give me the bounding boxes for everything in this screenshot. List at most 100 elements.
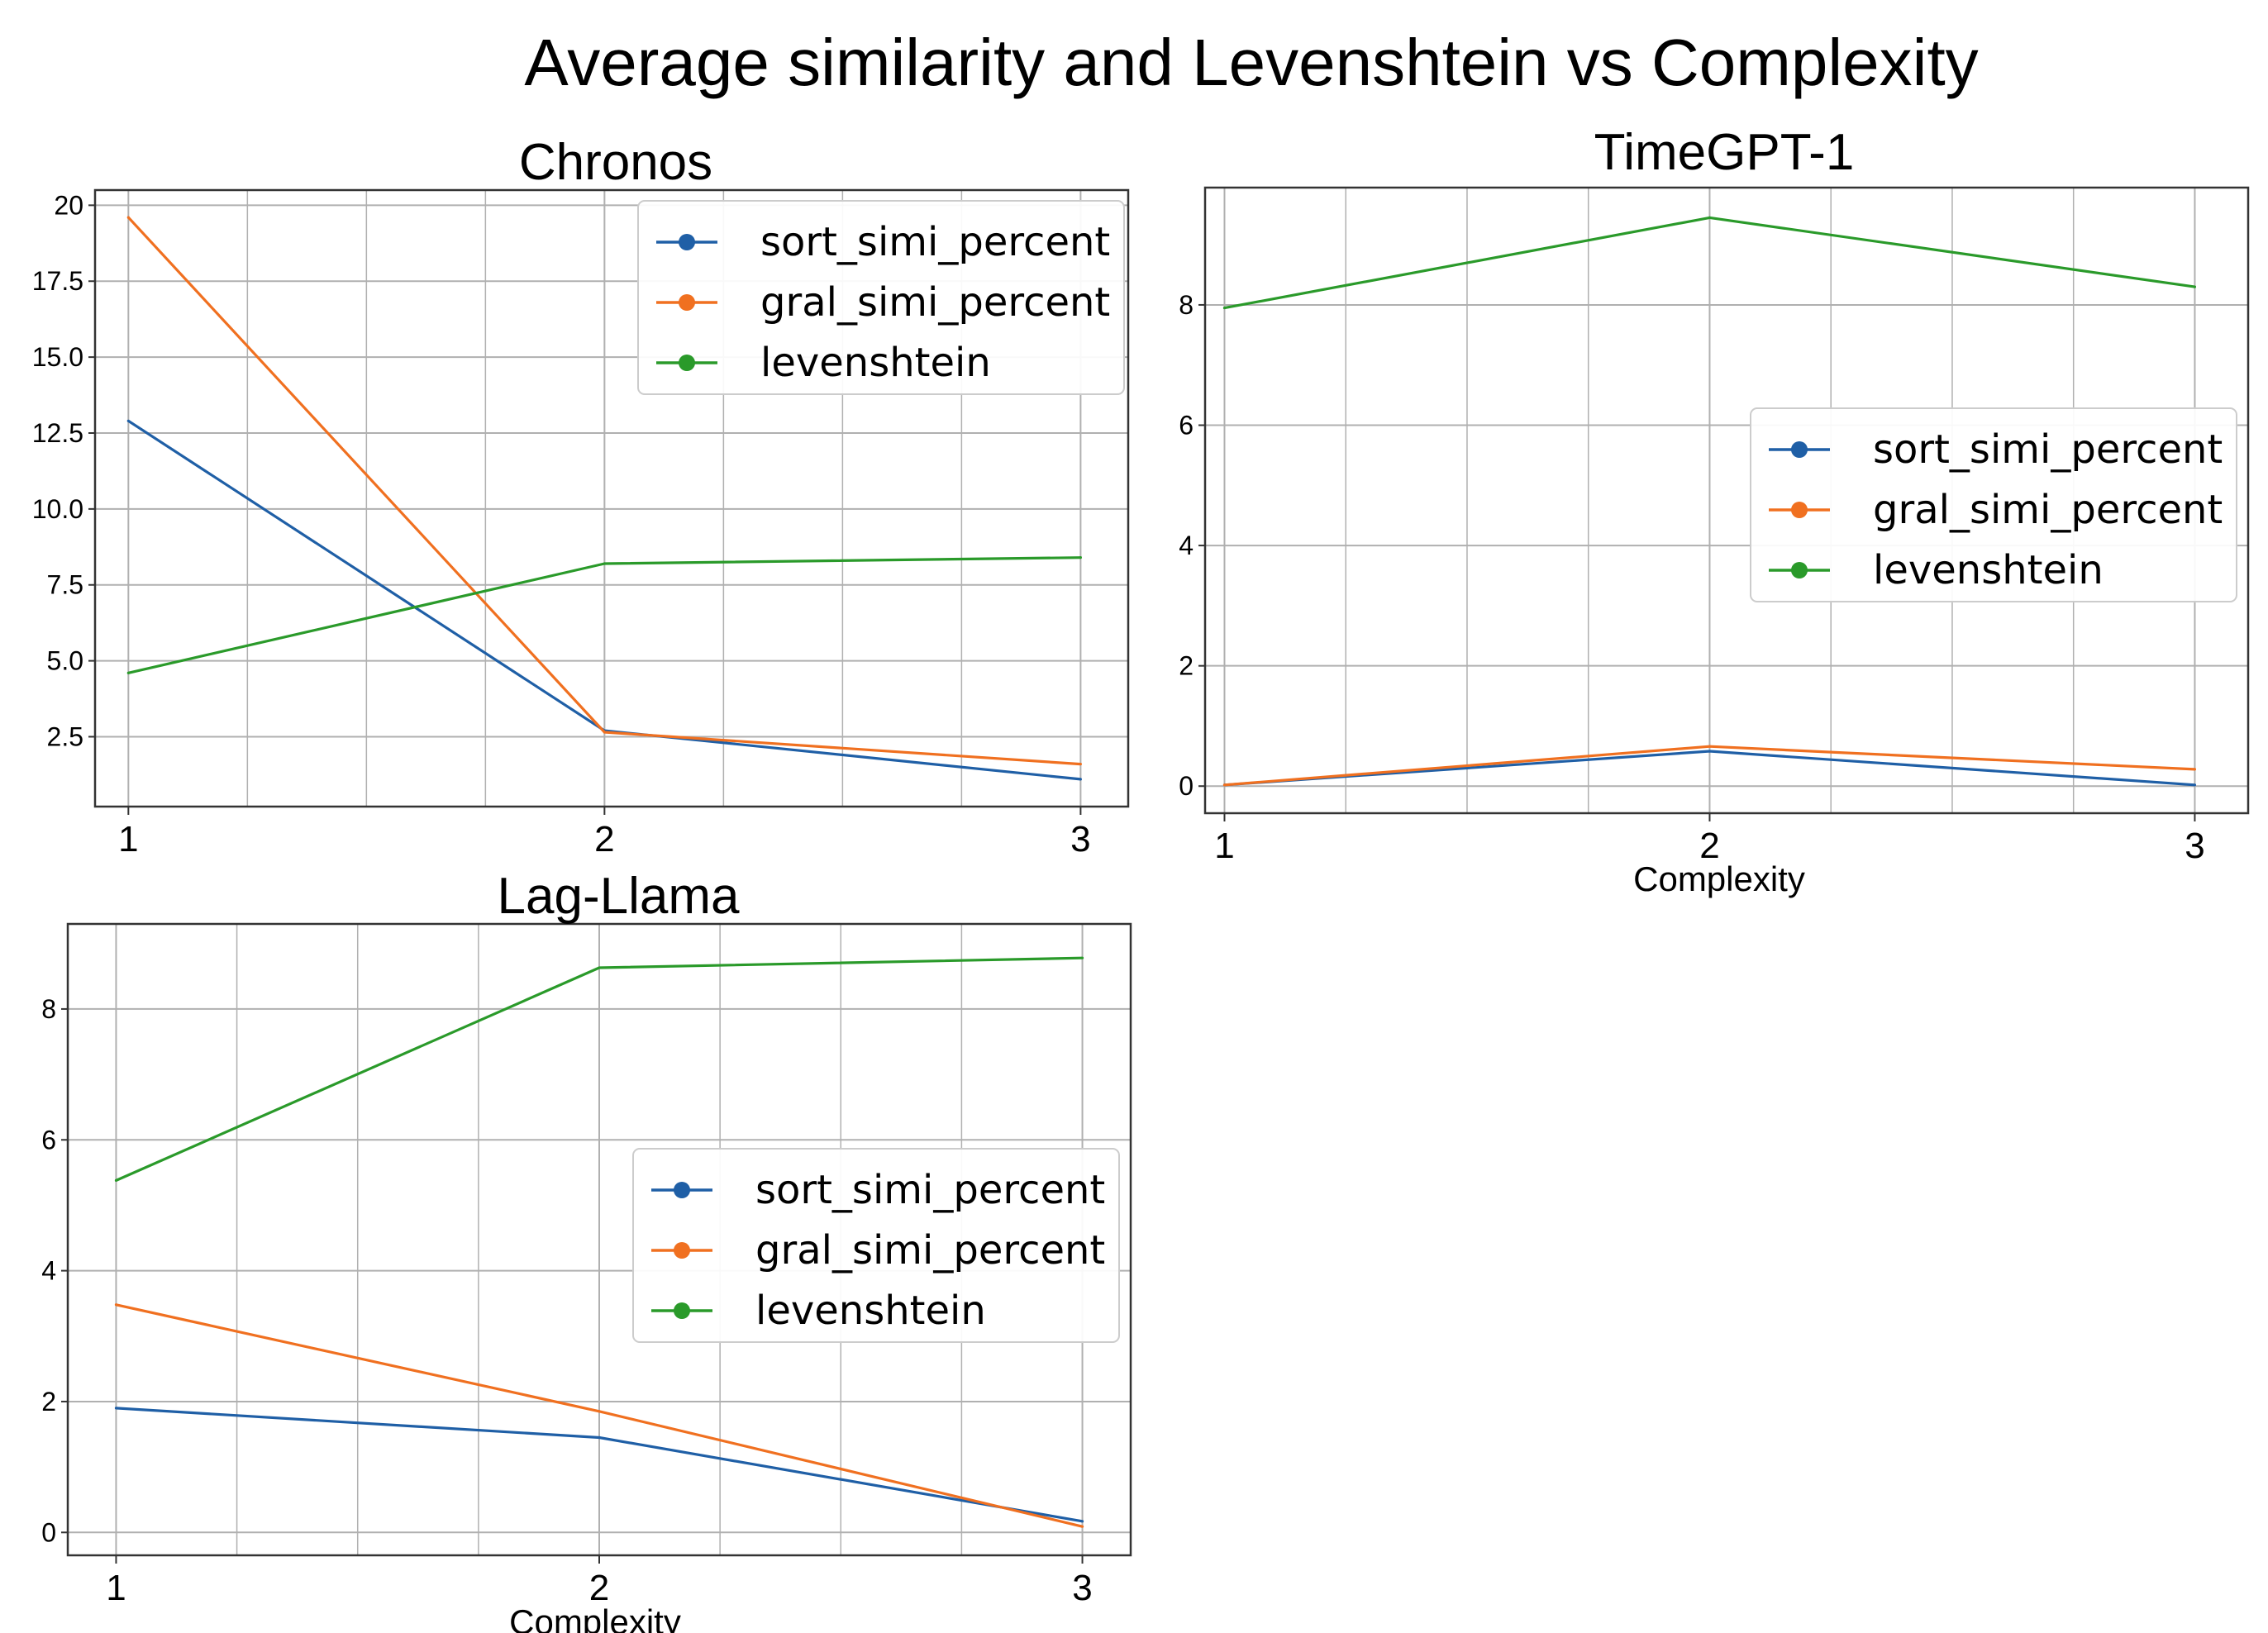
y-tick-label: 17.5 bbox=[32, 266, 83, 296]
data-point bbox=[126, 671, 130, 674]
figure-title: Average similarity and Levenshtein vs Co… bbox=[524, 26, 1978, 99]
x-tick-label: 1 bbox=[1214, 826, 1234, 866]
y-tick-label: 4 bbox=[1179, 531, 1194, 560]
legend-swatch-marker bbox=[674, 1302, 690, 1319]
legend-swatch-marker bbox=[1791, 441, 1808, 458]
legend-label: sort_simi_percent bbox=[760, 219, 1110, 265]
x-axis-label: Complexity bbox=[1633, 859, 1805, 898]
chart-title: TimeGPT-1 bbox=[1594, 124, 1855, 181]
x-axis-label: Complexity bbox=[509, 1602, 681, 1633]
y-tick-label: 2.5 bbox=[47, 721, 83, 751]
x-tick-label: 1 bbox=[118, 819, 138, 859]
legend-item: sort_simi_percent bbox=[1769, 426, 2223, 473]
y-tick-label: 4 bbox=[41, 1256, 56, 1286]
legend-box bbox=[632, 1148, 1120, 1343]
legend: sort_simi_percent gral_simi_percentlevens… bbox=[637, 200, 1125, 395]
data-point bbox=[114, 1303, 118, 1307]
legend-swatch-marker bbox=[674, 1242, 690, 1259]
y-tick-label: 20 bbox=[54, 190, 83, 220]
data-point bbox=[1222, 783, 1227, 787]
data-point bbox=[1222, 306, 1227, 310]
y-tick-label: 6 bbox=[41, 1125, 56, 1155]
series-levenshtein bbox=[1222, 216, 2197, 310]
legend-label: levenshtein bbox=[760, 340, 991, 386]
chart-title: Chronos bbox=[519, 134, 712, 191]
legend-item: sort_simi_percent bbox=[651, 1167, 1105, 1213]
legend-item: levenshtein bbox=[1769, 547, 2104, 593]
data-point bbox=[114, 1178, 118, 1182]
legend-swatch-marker bbox=[679, 234, 695, 250]
data-point bbox=[1708, 750, 1712, 753]
y-tick-label: 6 bbox=[1179, 411, 1194, 440]
series-levenshtein bbox=[126, 556, 1082, 674]
chart-lag-llama: 0 2 4 6 8 1 2 3 Lag-Llama Complexity sort_simi_per… bbox=[41, 868, 1132, 1633]
x-tick-label: 3 bbox=[1070, 819, 1090, 859]
data-point bbox=[598, 1435, 601, 1440]
legend-swatch-marker bbox=[679, 294, 695, 311]
plot-frame bbox=[1203, 186, 2250, 815]
y-tick-label: 15.0 bbox=[32, 342, 83, 372]
legend: sort_simi_percent gral_simi_percentlevens… bbox=[1750, 407, 2237, 602]
x-tick-label: 2 bbox=[594, 819, 614, 859]
data-point bbox=[114, 1407, 118, 1410]
legend-swatch-marker bbox=[674, 1182, 690, 1198]
data-point bbox=[126, 419, 130, 422]
data-point bbox=[1080, 1520, 1084, 1523]
legend-label: sort_simi_percent bbox=[755, 1167, 1105, 1213]
legend-label: gral_simi_percent bbox=[755, 1227, 1105, 1274]
data-point bbox=[2193, 285, 2197, 288]
chart-timegpt-1: 0 2 4 6 8 1 2 3 TimeGPT-1 Complexity sort_simi_per… bbox=[1179, 124, 2250, 898]
data-point bbox=[126, 216, 130, 219]
legend-item: sort_simi_percent bbox=[656, 219, 1110, 265]
y-tick-label: 12.5 bbox=[32, 418, 83, 448]
series-gral_simi_percent bbox=[1222, 745, 2197, 787]
legend-item: levenshtein bbox=[651, 1288, 986, 1334]
data-point bbox=[1080, 1525, 1084, 1528]
data-point bbox=[1079, 778, 1082, 781]
legend-label: levenshtein bbox=[755, 1288, 986, 1334]
y-tick-label: 8 bbox=[1179, 290, 1194, 320]
y-tick-label: 10.0 bbox=[32, 494, 83, 524]
series-gral_simi_percent bbox=[126, 216, 1082, 766]
series-levenshtein bbox=[114, 956, 1084, 1182]
y-tick-label: 7.5 bbox=[47, 570, 83, 600]
y-tick-label: 0 bbox=[41, 1517, 56, 1547]
legend-box bbox=[1750, 407, 2237, 602]
data-point bbox=[1080, 956, 1084, 959]
y-tick-label: 0 bbox=[1179, 771, 1194, 801]
legend-swatch-marker bbox=[1791, 502, 1808, 518]
y-tick-label: 5.0 bbox=[47, 646, 83, 676]
y-tick-label: 2 bbox=[41, 1387, 56, 1416]
x-tick-label: 2 bbox=[589, 1568, 609, 1608]
data-point bbox=[598, 966, 601, 969]
y-tick-label: 2 bbox=[1179, 651, 1194, 681]
legend-item: levenshtein bbox=[656, 340, 991, 386]
x-tick-label: 3 bbox=[2185, 826, 2204, 866]
x-tick-label: 2 bbox=[1699, 826, 1719, 866]
legend: sort_simi_percent gral_simi_percentlevens… bbox=[632, 1148, 1120, 1343]
x-tick-label: 1 bbox=[106, 1568, 126, 1608]
data-point bbox=[2193, 783, 2197, 787]
data-point bbox=[603, 731, 606, 734]
legend-box bbox=[637, 200, 1125, 395]
legend-label: levenshtein bbox=[1873, 547, 2104, 593]
legend-swatch-marker bbox=[1791, 562, 1808, 578]
data-point bbox=[2193, 768, 2197, 771]
y-tick-label: 8 bbox=[41, 994, 56, 1024]
legend-item: gral_simi_percent bbox=[1769, 487, 2223, 533]
data-point bbox=[1079, 556, 1082, 559]
legend-item: gral_simi_percent bbox=[656, 279, 1110, 326]
data-point bbox=[598, 1410, 601, 1413]
legend-label: sort_simi_percent bbox=[1873, 426, 2223, 473]
legend-swatch-marker bbox=[679, 355, 695, 371]
series-gral_simi_percent bbox=[114, 1303, 1084, 1528]
data-point bbox=[1708, 216, 1712, 219]
data-point bbox=[603, 562, 606, 565]
data-point bbox=[1079, 762, 1082, 766]
chart-title: Lag-Llama bbox=[498, 868, 740, 925]
legend-label: gral_simi_percent bbox=[760, 279, 1110, 326]
chart-chronos: 2.5 5.0 7.5 10.0 12.5 15.0 17.5 20 1 2 3 Chronos sor… bbox=[32, 134, 1130, 859]
x-tick-label: 3 bbox=[1072, 1568, 1092, 1608]
